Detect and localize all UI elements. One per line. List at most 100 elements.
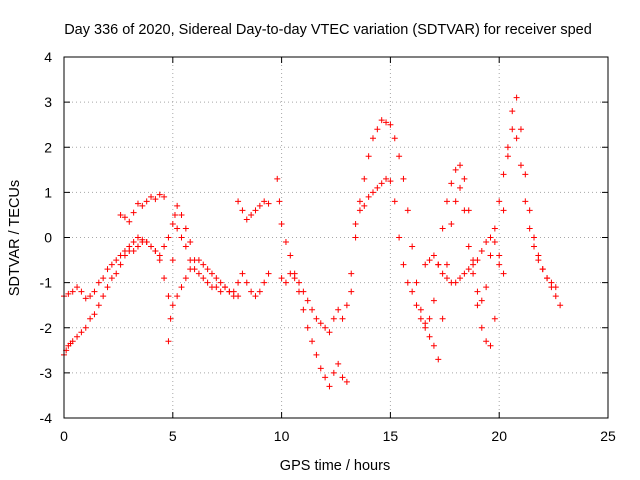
y-tick-label: 0: [44, 230, 52, 246]
data-point: [213, 284, 220, 291]
data-point: [213, 275, 220, 282]
data-point: [187, 239, 194, 246]
data-point: [439, 315, 446, 322]
data-point: [126, 243, 133, 250]
data-point: [500, 171, 507, 178]
y-tick-label: 2: [44, 139, 52, 155]
data-point: [200, 261, 207, 268]
data-point: [409, 243, 416, 250]
data-point: [470, 270, 477, 277]
data-point: [108, 261, 115, 268]
data-point: [87, 315, 94, 322]
data-point: [413, 279, 420, 286]
data-point: [204, 266, 211, 273]
data-point: [504, 144, 511, 151]
y-tick-label: 3: [44, 94, 52, 110]
data-point: [91, 311, 98, 318]
data-point: [396, 153, 403, 160]
data-point: [457, 184, 464, 191]
data-point: [526, 225, 533, 232]
data-point: [439, 270, 446, 277]
data-point: [422, 261, 429, 268]
plot-border: [63, 56, 609, 419]
data-point: [243, 279, 250, 286]
data-point: [335, 306, 342, 313]
chart-title: Day 336 of 2020, Sidereal Day-to-day VTE…: [64, 22, 592, 38]
data-point: [330, 315, 337, 322]
data-point: [235, 293, 242, 300]
data-point: [300, 288, 307, 295]
data-point: [74, 333, 81, 340]
data-point: [256, 202, 263, 209]
data-point: [239, 270, 246, 277]
data-point: [443, 275, 450, 282]
data-point: [113, 257, 120, 264]
data-point: [235, 279, 242, 286]
data-point: [161, 193, 168, 200]
data-point: [457, 162, 464, 169]
data-point: [239, 207, 246, 214]
data-point: [256, 288, 263, 295]
data-point: [165, 234, 172, 241]
data-point: [248, 288, 255, 295]
data-point: [352, 234, 359, 241]
data-point: [169, 220, 176, 227]
series-trace-d: [165, 202, 194, 345]
data-point: [169, 257, 176, 264]
data-point: [87, 293, 94, 300]
data-point: [69, 338, 76, 345]
data-point: [504, 153, 511, 160]
data-point: [509, 126, 516, 133]
data-point: [178, 234, 185, 241]
data-point: [352, 220, 359, 227]
data-point: [478, 324, 485, 331]
data-point: [130, 248, 137, 255]
data-point: [165, 338, 172, 345]
y-tick-label: -2: [40, 320, 53, 336]
x-tick-label: 5: [169, 428, 177, 444]
data-point: [531, 243, 538, 250]
data-point: [134, 234, 141, 241]
data-point: [343, 302, 350, 309]
data-point: [474, 288, 481, 295]
data-point: [426, 315, 433, 322]
data-point: [500, 207, 507, 214]
data-point: [161, 243, 168, 250]
data-point: [222, 284, 229, 291]
data-point: [330, 369, 337, 376]
data-point: [82, 295, 89, 302]
data-point: [134, 243, 141, 250]
data-point: [300, 306, 307, 313]
data-point: [152, 196, 159, 203]
data-point: [217, 288, 224, 295]
data-point: [426, 333, 433, 340]
data-point: [152, 248, 159, 255]
data-point: [304, 324, 311, 331]
data-point: [517, 126, 524, 133]
data-point: [91, 288, 98, 295]
data-point: [182, 225, 189, 232]
data-point: [487, 342, 494, 349]
data-point: [474, 257, 481, 264]
data-point: [130, 239, 137, 246]
data-point: [178, 284, 185, 291]
series-trace-g: [278, 126, 559, 363]
data-point: [526, 207, 533, 214]
data-point: [426, 257, 433, 264]
data-point: [226, 288, 233, 295]
data-point: [65, 290, 72, 297]
data-point: [309, 306, 316, 313]
data-point: [182, 275, 189, 282]
data-point: [343, 378, 350, 385]
data-point: [439, 225, 446, 232]
data-point: [496, 252, 503, 259]
data-point: [100, 275, 107, 282]
data-point: [430, 252, 437, 259]
data-point: [261, 198, 268, 205]
data-point: [461, 175, 468, 182]
data-point: [117, 211, 124, 218]
data-point: [404, 207, 411, 214]
data-point: [430, 342, 437, 349]
data-point: [356, 198, 363, 205]
